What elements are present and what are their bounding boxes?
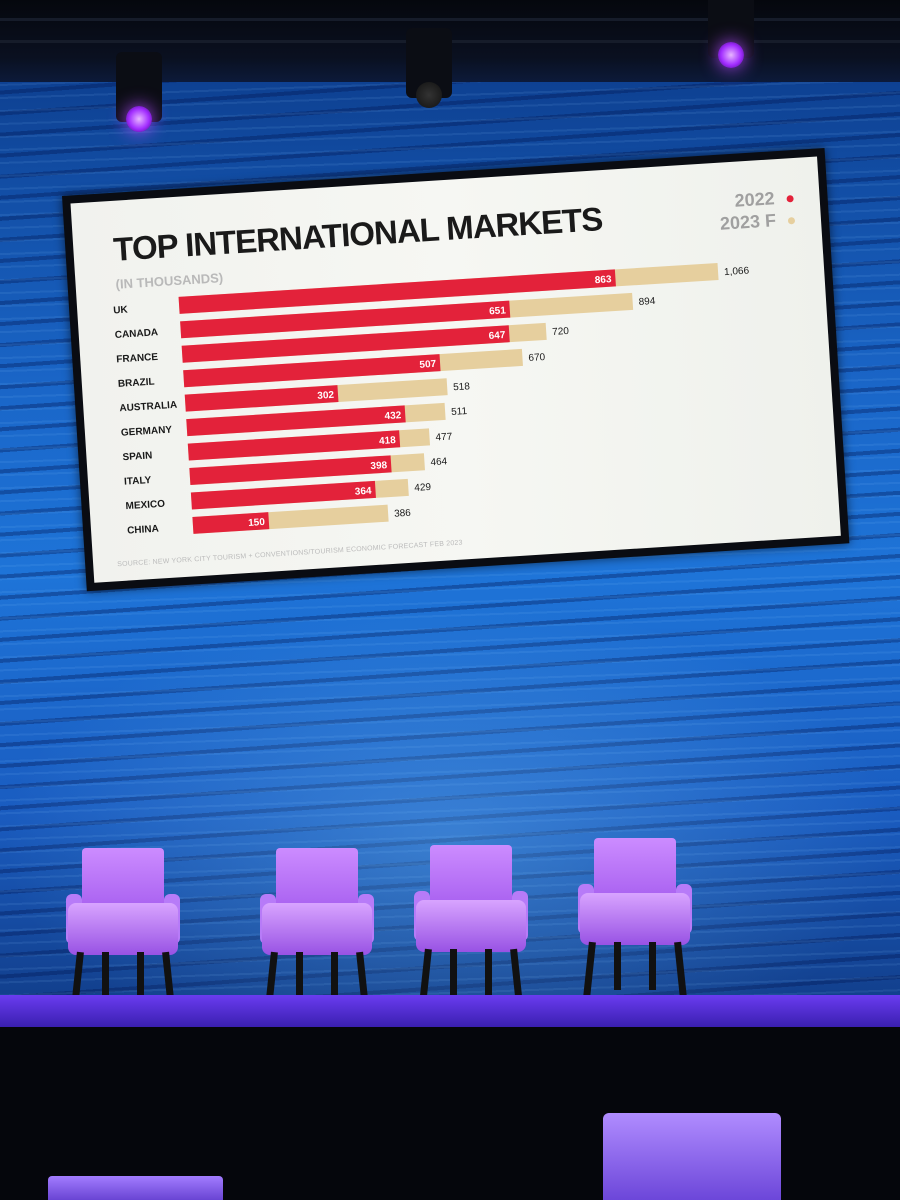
value-label-2022-italy: 398 (370, 460, 388, 472)
value-label-2023f-mexico: 429 (414, 482, 432, 494)
value-label-2022-australia: 302 (317, 390, 335, 402)
value-label-2022-france: 647 (488, 330, 506, 342)
value-label-2023f-china: 386 (394, 508, 412, 520)
category-label-china: CHINA (127, 524, 159, 537)
stage-light-icon (406, 28, 452, 108)
value-label-2022-mexico: 364 (355, 486, 373, 498)
stage-chair (260, 848, 374, 1009)
value-label-2022-canada: 651 (489, 305, 507, 317)
category-label-brazil: BRAZIL (118, 377, 155, 390)
category-label-mexico: MEXICO (125, 499, 165, 512)
value-label-2023f-canada: 894 (638, 296, 656, 308)
bar-2022-china (192, 512, 270, 534)
value-label-2023f-australia: 518 (453, 381, 471, 393)
value-label-2022-spain: 418 (379, 435, 397, 447)
confidence-monitor (603, 1113, 781, 1200)
chart-slide: TOP INTERNATIONAL MARKETS (IN THOUSANDS)… (70, 156, 841, 583)
bar-2022-spain (187, 430, 401, 461)
bar-2022-brazil (183, 354, 441, 388)
value-label-2022-germany: 432 (384, 410, 402, 422)
stage-monitor (48, 1176, 223, 1200)
value-label-2023f-germany: 511 (451, 406, 468, 418)
category-label-italy: ITALY (124, 475, 152, 488)
category-label-australia: AUSTRALIA (119, 400, 177, 415)
bar-2022-mexico (190, 480, 376, 510)
category-label-uk: UK (113, 305, 129, 317)
bar-2022-france (181, 325, 510, 363)
category-label-germany: GERMANY (121, 425, 173, 439)
stage-light-icon (116, 52, 162, 132)
category-label-spain: SPAIN (122, 450, 152, 463)
bar-2022-australia (184, 385, 339, 412)
stage-chair (414, 845, 528, 1006)
stage-light-icon (708, 0, 754, 68)
value-label-2022-uk: 863 (595, 274, 613, 286)
bar-2022-germany (186, 405, 406, 437)
category-label-france: FRANCE (116, 352, 159, 366)
value-label-2023f-italy: 464 (430, 456, 448, 468)
value-label-2023f-uk: 1,066 (724, 265, 750, 278)
value-label-2022-china: 150 (248, 517, 266, 529)
value-label-2022-brazil: 507 (419, 359, 437, 371)
category-label-canada: CANADA (115, 327, 159, 341)
bar-chart: UK 863 1,066 CANADA 651 894 FRANCE 647 720 BRAZIL… (113, 262, 750, 537)
bar-2022-uk (178, 269, 616, 314)
bar-2022-canada (180, 300, 511, 339)
value-label-2023f-france: 720 (552, 326, 570, 338)
projection-screen: TOP INTERNATIONAL MARKETS (IN THOUSANDS)… (62, 148, 850, 592)
bar-2022-italy (189, 455, 392, 486)
value-label-2023f-spain: 477 (435, 431, 453, 443)
stage-floor (0, 995, 900, 1027)
value-label-2023f-brazil: 670 (528, 352, 546, 364)
stage-chair (66, 848, 180, 1009)
stage-chair (578, 838, 692, 999)
